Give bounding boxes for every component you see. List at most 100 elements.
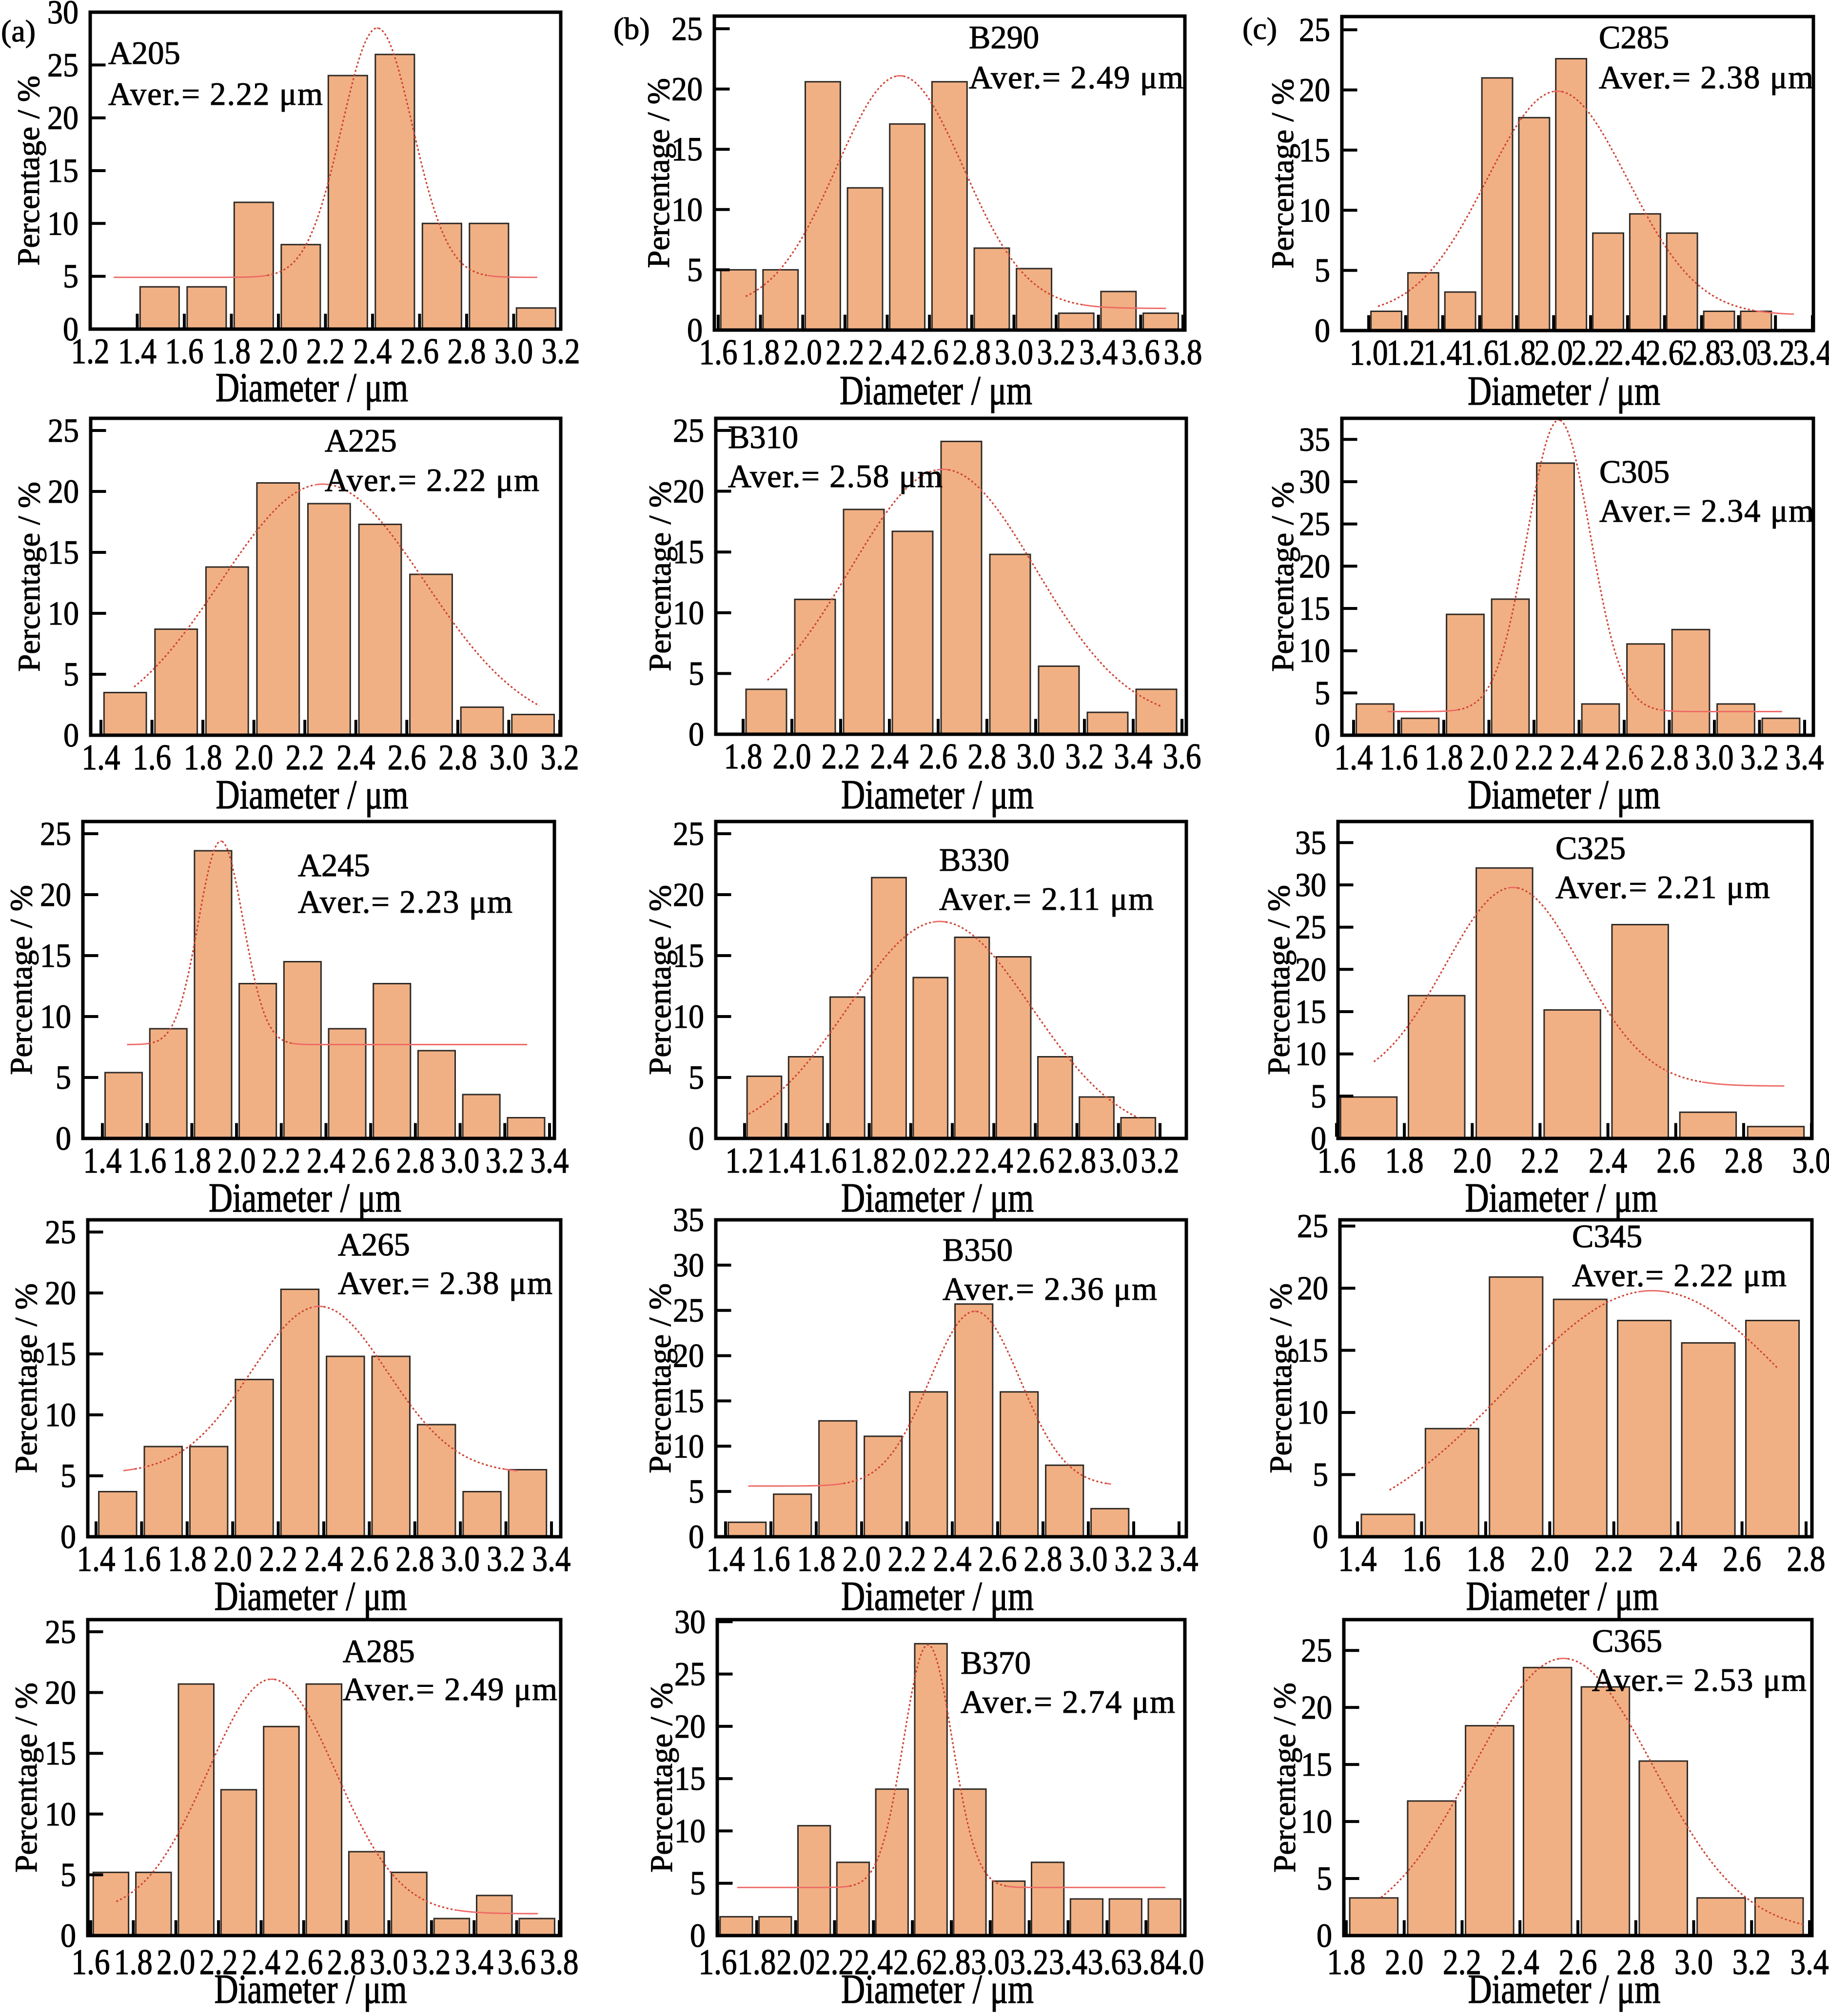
svg-text:30: 30 xyxy=(673,1247,704,1284)
svg-text:C305: C305 xyxy=(1599,454,1670,490)
svg-text:1.2: 1.2 xyxy=(1386,333,1425,372)
svg-text:Aver.= 2.22 μm: Aver.= 2.22 μm xyxy=(108,77,323,112)
svg-text:25: 25 xyxy=(48,412,79,450)
svg-text:4.0: 4.0 xyxy=(1166,1942,1204,1982)
svg-text:3.6: 3.6 xyxy=(497,1942,536,1982)
svg-text:2.0: 2.0 xyxy=(1385,1942,1423,1982)
svg-text:15: 15 xyxy=(45,1336,76,1373)
svg-text:1.6: 1.6 xyxy=(1402,1539,1441,1579)
svg-text:1.0: 1.0 xyxy=(1350,333,1388,372)
svg-text:2.6: 2.6 xyxy=(1605,737,1644,777)
svg-text:2.8: 2.8 xyxy=(1058,1140,1096,1180)
svg-text:1.8: 1.8 xyxy=(168,1539,206,1579)
svg-text:Percentage / %: Percentage / % xyxy=(12,482,47,672)
svg-text:1.2: 1.2 xyxy=(71,331,110,371)
svg-text:3.0: 3.0 xyxy=(1099,1140,1138,1180)
svg-text:1.4: 1.4 xyxy=(1338,1539,1377,1579)
svg-text:0: 0 xyxy=(688,1519,704,1556)
svg-text:3.8: 3.8 xyxy=(1127,1942,1165,1982)
svg-text:(c): (c) xyxy=(1242,11,1277,46)
svg-text:3.4: 3.4 xyxy=(455,1942,493,1982)
svg-text:15: 15 xyxy=(48,534,79,571)
svg-text:2.4: 2.4 xyxy=(1608,333,1647,372)
svg-text:Diameter / μm: Diameter / μm xyxy=(841,1573,1034,1619)
svg-text:5: 5 xyxy=(688,1059,704,1096)
svg-text:Percentage / %: Percentage / % xyxy=(641,78,676,268)
svg-text:2.8: 2.8 xyxy=(1650,737,1689,777)
svg-text:15: 15 xyxy=(47,153,79,190)
svg-text:2.8: 2.8 xyxy=(438,737,477,777)
svg-text:1.4: 1.4 xyxy=(118,331,157,371)
svg-text:2.2: 2.2 xyxy=(888,1539,926,1579)
svg-text:Aver.= 2.53 μm: Aver.= 2.53 μm xyxy=(1592,1663,1807,1698)
svg-text:25: 25 xyxy=(671,11,703,48)
svg-text:2.4: 2.4 xyxy=(933,1539,972,1579)
svg-text:3.4: 3.4 xyxy=(1790,1942,1829,1982)
svg-text:Percentage / %: Percentage / % xyxy=(9,1683,44,1873)
svg-text:30: 30 xyxy=(47,0,79,31)
svg-text:Percentage / %: Percentage / % xyxy=(643,481,678,671)
svg-text:2.4: 2.4 xyxy=(305,1539,343,1579)
svg-text:3.2: 3.2 xyxy=(1037,332,1076,372)
svg-text:1.8: 1.8 xyxy=(737,1942,776,1982)
svg-text:Aver.= 2.49 μm: Aver.= 2.49 μm xyxy=(343,1672,557,1707)
svg-text:3.4: 3.4 xyxy=(531,1140,569,1180)
svg-text:Percentage / %: Percentage / % xyxy=(11,76,46,266)
svg-text:2.2: 2.2 xyxy=(822,736,860,776)
svg-text:3.2: 3.2 xyxy=(1740,737,1779,777)
svg-text:2.0: 2.0 xyxy=(157,1942,195,1982)
svg-text:2.0: 2.0 xyxy=(776,1942,815,1982)
svg-text:A205: A205 xyxy=(108,36,180,71)
svg-text:0: 0 xyxy=(60,1519,76,1556)
svg-text:25: 25 xyxy=(1297,1208,1328,1245)
svg-text:25: 25 xyxy=(1299,506,1330,543)
svg-text:2.0: 2.0 xyxy=(235,737,273,777)
svg-text:2.8: 2.8 xyxy=(448,331,486,371)
svg-text:2.6: 2.6 xyxy=(910,332,949,372)
svg-text:Aver.= 2.49 μm: Aver.= 2.49 μm xyxy=(969,60,1183,96)
svg-text:Aver.= 2.23 μm: Aver.= 2.23 μm xyxy=(298,884,512,920)
svg-text:1.4: 1.4 xyxy=(707,1539,745,1579)
svg-text:2.6: 2.6 xyxy=(979,1539,1017,1579)
svg-text:2.2: 2.2 xyxy=(826,332,864,372)
svg-text:20: 20 xyxy=(1301,1689,1332,1726)
svg-text:20: 20 xyxy=(47,100,79,137)
svg-text:2.4: 2.4 xyxy=(336,737,375,777)
svg-text:30: 30 xyxy=(1295,867,1326,904)
svg-text:2.4: 2.4 xyxy=(1560,737,1598,777)
svg-text:1.6: 1.6 xyxy=(1318,1140,1356,1180)
svg-text:0: 0 xyxy=(56,1120,71,1157)
svg-text:0: 0 xyxy=(688,1120,704,1157)
svg-text:C325: C325 xyxy=(1555,831,1626,866)
svg-text:2.0: 2.0 xyxy=(1470,737,1508,777)
svg-text:1.8: 1.8 xyxy=(1327,1942,1366,1982)
svg-text:0: 0 xyxy=(1313,1519,1328,1556)
svg-text:2.8: 2.8 xyxy=(1682,333,1721,372)
svg-text:25: 25 xyxy=(45,1614,76,1651)
svg-text:3.4: 3.4 xyxy=(532,1539,571,1579)
svg-text:A245: A245 xyxy=(298,848,370,883)
svg-text:Diameter / μm: Diameter / μm xyxy=(841,1175,1034,1221)
svg-text:3.6: 3.6 xyxy=(1121,332,1160,372)
svg-text:3.8: 3.8 xyxy=(540,1942,579,1982)
svg-text:5: 5 xyxy=(1311,1078,1326,1115)
svg-text:Percentage / %: Percentage / % xyxy=(9,1283,44,1473)
svg-text:25: 25 xyxy=(1301,1632,1332,1669)
svg-text:Percentage / %: Percentage / % xyxy=(644,1683,679,1873)
svg-text:1.6: 1.6 xyxy=(72,1942,110,1982)
svg-text:35: 35 xyxy=(1295,824,1326,861)
svg-text:3.0: 3.0 xyxy=(1069,1539,1108,1579)
svg-text:Diameter / μm: Diameter / μm xyxy=(216,772,408,818)
svg-text:5: 5 xyxy=(56,1059,71,1096)
svg-text:1.4: 1.4 xyxy=(1423,333,1462,372)
svg-text:15: 15 xyxy=(40,938,71,975)
svg-text:1.8: 1.8 xyxy=(1497,333,1536,372)
svg-text:1.2: 1.2 xyxy=(726,1140,764,1180)
svg-text:2.2: 2.2 xyxy=(1521,1140,1559,1180)
svg-text:3.2: 3.2 xyxy=(541,737,579,777)
svg-text:3.0: 3.0 xyxy=(1792,1140,1829,1180)
svg-text:20: 20 xyxy=(45,1275,76,1312)
svg-text:1.8: 1.8 xyxy=(173,1140,211,1180)
svg-text:2.2: 2.2 xyxy=(933,1140,972,1180)
svg-text:2.8: 2.8 xyxy=(1724,1140,1763,1180)
